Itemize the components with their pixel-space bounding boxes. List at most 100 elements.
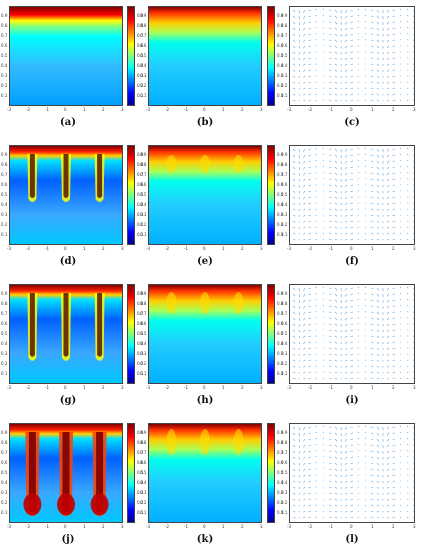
colorbar-tick-label: 0.3 (137, 351, 144, 356)
vector-arrow (308, 202, 312, 205)
vector-arrow (292, 371, 296, 374)
vector-arrow (357, 8, 360, 11)
vector-arrow (334, 226, 338, 229)
vector-arrow (303, 492, 306, 495)
vector-arrow (308, 39, 312, 42)
vector-arrow (370, 335, 374, 337)
vector-arrow (298, 9, 300, 14)
y-tick-label: 0.5 (1, 53, 8, 58)
vector-arrow (357, 292, 360, 295)
vector-arrow (322, 516, 324, 519)
vector-arrow (315, 232, 318, 235)
vector-arrow (392, 51, 396, 53)
y-tick-label: 0.1 (281, 371, 288, 376)
x-tick-label: 2 (392, 246, 395, 251)
vector-arrow (412, 335, 414, 337)
vector-arrow (406, 437, 409, 440)
vector-arrow (412, 75, 414, 77)
vector-arrow (334, 69, 338, 72)
vector-arrow (392, 57, 396, 59)
plume-head (57, 493, 75, 516)
y-tick-label: 0.8 (1, 440, 8, 445)
vector-arrow (344, 311, 348, 315)
vector-arrow (303, 172, 306, 176)
x-tick-label: -2 (308, 107, 312, 112)
plume-core (62, 432, 70, 512)
y-tick-label: 0.1 (1, 510, 8, 515)
vector-arrow (322, 504, 324, 506)
vector-arrow (298, 154, 300, 159)
vector-arrow (334, 27, 338, 31)
vector-arrow (334, 160, 338, 164)
vector-arrow (292, 9, 296, 13)
vector-arrow (399, 14, 402, 17)
vector-arrow (308, 172, 312, 175)
vector-arrow (303, 311, 306, 315)
vector-arrow (350, 238, 354, 241)
vector-arrow (350, 208, 354, 211)
vector-arrow (344, 299, 348, 303)
subfigure-caption: (e) (197, 256, 213, 267)
vector-arrow (303, 510, 306, 513)
vector-arrow (303, 462, 306, 466)
y-tick-label: 0.7 (140, 311, 147, 316)
vector-arrow (376, 305, 380, 309)
vector-arrow (303, 335, 306, 339)
vector-arrow (328, 480, 332, 482)
vector-arrow (303, 371, 306, 374)
colorbar-tick-label: 0.9 (277, 430, 284, 435)
subfigure-caption: (j) (61, 534, 75, 545)
vector-arrow (370, 498, 374, 501)
vector-arrow (292, 432, 296, 436)
colorbar-tick-label: 0.7 (277, 33, 284, 38)
vector-arrow (386, 202, 390, 205)
x-tick-label: 2 (102, 246, 105, 251)
vector-arrow (357, 20, 360, 23)
vector-arrow (298, 462, 300, 466)
vector-arrow (364, 147, 367, 150)
vector-arrow (303, 498, 306, 501)
y-tick-label: 0.2 (140, 361, 147, 366)
vector-arrow (412, 39, 414, 41)
vector-arrow (292, 196, 296, 199)
vector-arrow (334, 474, 338, 477)
velocity-plot (289, 6, 415, 106)
vector-arrow (370, 371, 374, 374)
vector-arrow (334, 504, 338, 507)
vector-arrow (345, 220, 348, 223)
y-tick-label: 0.8 (281, 440, 288, 445)
vector-arrow (303, 329, 306, 333)
y-tick-label: 0.5 (140, 331, 147, 336)
vector-arrow (308, 335, 312, 338)
vector-arrow (350, 196, 354, 199)
vector-arrow (350, 450, 354, 453)
vector-arrow (322, 510, 324, 512)
colorbar-tick-label: 0.1 (277, 93, 284, 98)
vector-arrow (370, 317, 374, 319)
y-tick-label: 0.3 (1, 212, 8, 217)
bump-shape (200, 429, 210, 455)
vector-arrow (292, 347, 296, 350)
vector-arrow (357, 93, 360, 96)
vector-arrow (392, 347, 396, 350)
vector-arrow (303, 15, 306, 19)
vector-arrow (412, 184, 414, 186)
vector-arrow (386, 305, 390, 309)
vector-arrow (303, 347, 306, 350)
vector-arrow (412, 516, 414, 518)
y-tick-label: 0.7 (281, 33, 288, 38)
vector-arrow (298, 99, 300, 102)
colorbar-tick-label: 0.9 (137, 291, 144, 296)
subfigure-caption: (a) (60, 117, 76, 128)
velocity-plot (289, 284, 415, 384)
vector-arrow (328, 365, 332, 368)
colorbar-tick-label: 0.2 (277, 83, 284, 88)
y-tick-label: 0.4 (1, 63, 8, 68)
vector-arrow (406, 20, 409, 23)
vector-arrow (357, 226, 360, 228)
colorbar-tick-label: 0.7 (277, 172, 284, 177)
x-tick-label: -3 (146, 107, 150, 112)
vector-arrow (308, 287, 312, 290)
vector-arrow (344, 347, 348, 350)
vector-arrow (344, 196, 348, 200)
